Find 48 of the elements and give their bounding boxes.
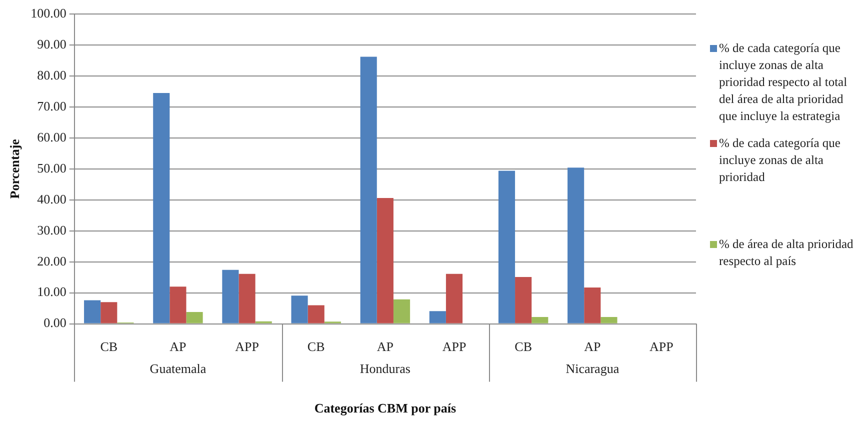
y-tick-label: 80.00 bbox=[37, 67, 66, 82]
bar bbox=[153, 93, 170, 324]
bar bbox=[84, 300, 101, 324]
y-tick-label: 100.00 bbox=[30, 5, 66, 20]
y-tick-label: 50.00 bbox=[37, 160, 66, 176]
bar bbox=[584, 288, 601, 324]
bar bbox=[376, 198, 394, 324]
x-tick-label: AP bbox=[376, 339, 394, 354]
y-tick-label: 70.00 bbox=[37, 98, 66, 114]
y-tick-label: 30.00 bbox=[37, 222, 66, 238]
bar bbox=[170, 286, 186, 324]
bar bbox=[568, 168, 584, 324]
y-tick-label: 10.00 bbox=[37, 284, 66, 300]
bar bbox=[393, 299, 410, 324]
x-tick-label: APP bbox=[235, 339, 259, 354]
x-tick-label: APP bbox=[650, 339, 674, 354]
bar bbox=[429, 311, 446, 324]
x-tick-label: AP bbox=[584, 339, 601, 354]
y-tick-label: 40.00 bbox=[37, 191, 66, 206]
text: Nicaragua bbox=[566, 361, 620, 376]
bar bbox=[186, 312, 203, 324]
y-tick-label: 20.00 bbox=[37, 253, 66, 268]
bar bbox=[515, 277, 532, 324]
bar bbox=[360, 56, 377, 324]
bar bbox=[238, 274, 256, 324]
bar bbox=[222, 270, 239, 324]
text: Guatemala bbox=[150, 361, 206, 376]
bar bbox=[100, 302, 118, 324]
bar bbox=[446, 274, 463, 324]
text: Honduras bbox=[360, 361, 410, 376]
bar bbox=[308, 305, 324, 324]
x-tick-label: CB bbox=[514, 339, 532, 354]
y-axis-title: Porcentaje bbox=[7, 138, 22, 199]
y-tick-label: 0.00 bbox=[44, 315, 66, 330]
x-tick-label: CB bbox=[307, 339, 326, 354]
x-tick-label: CB bbox=[100, 339, 118, 354]
legend-label: % de cada categoría que incluye zonas de alta prioridad respecto al total del área de alta prioridad que incluye la estrategia bbox=[719, 40, 848, 125]
x-tick-label: APP bbox=[442, 339, 466, 354]
y-tick-label: 90.00 bbox=[37, 36, 66, 52]
bar bbox=[498, 170, 516, 324]
y-tick-label: 60.00 bbox=[37, 129, 66, 144]
legend-label: % de área de alta prioridad respecto al país bbox=[719, 236, 854, 270]
bar bbox=[532, 316, 548, 324]
bar bbox=[600, 316, 618, 324]
bar bbox=[291, 296, 308, 324]
x-tick-label: AP bbox=[170, 339, 186, 354]
x-axis-title: Categorías CBM por país bbox=[314, 400, 456, 416]
legend-label: % de cada categoría que incluye zonas de alta prioridad bbox=[719, 135, 842, 186]
